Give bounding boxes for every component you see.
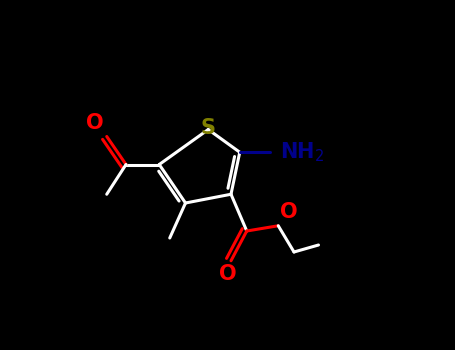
Text: NH$_2$: NH$_2$ bbox=[280, 140, 324, 164]
Text: O: O bbox=[86, 113, 103, 133]
Text: O: O bbox=[219, 264, 236, 284]
Text: S: S bbox=[201, 118, 216, 138]
Text: O: O bbox=[280, 202, 298, 222]
